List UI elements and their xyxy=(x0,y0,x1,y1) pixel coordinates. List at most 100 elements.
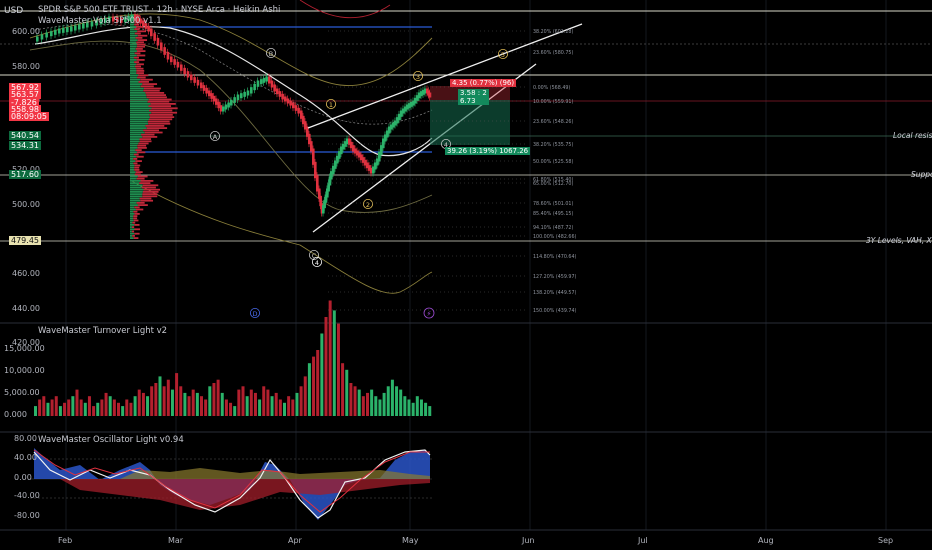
volume-profile-bar xyxy=(138,142,149,145)
indicator-vola-title[interactable]: WaveMaster Vola SP500 v1.1 xyxy=(38,16,162,26)
turnover-bar xyxy=(220,392,224,416)
fib-label: 65.00% (512.70) xyxy=(533,181,573,187)
time-tick: Feb xyxy=(58,536,73,545)
turnover-bar xyxy=(121,406,125,416)
turnover-bar xyxy=(92,406,96,416)
turnover-bar xyxy=(112,399,116,416)
turnover-bar xyxy=(241,386,245,416)
wave-label: 4 xyxy=(315,259,319,267)
fib-label: 114.80% (470.64) xyxy=(533,254,577,260)
volume-profile-bar xyxy=(133,153,139,156)
indicator-oscillator-title[interactable]: WaveMaster Oscillator Light v0.94 xyxy=(38,435,184,445)
price-tag: 540.54 xyxy=(9,131,41,140)
candle-body xyxy=(327,182,330,192)
volume-profile-bar xyxy=(136,67,144,70)
turnover-bar xyxy=(419,399,423,416)
volume-profile-bar xyxy=(130,158,134,160)
volume-profile-bar xyxy=(140,78,153,81)
turnover-bar xyxy=(370,389,374,416)
volume-profile-bar xyxy=(130,140,140,143)
turnover-bar xyxy=(390,379,394,416)
wedge-upper-line[interactable] xyxy=(307,23,583,129)
turnover-bar xyxy=(63,402,67,416)
candle-body xyxy=(163,47,166,55)
volume-profile-bar xyxy=(142,136,158,138)
wave-label-circle xyxy=(249,307,260,318)
candle-body xyxy=(390,124,393,130)
indicator-turnover-title[interactable]: WaveMaster Turnover Light v2 xyxy=(38,326,168,336)
turnover-bar xyxy=(382,392,386,416)
position-profit-zone[interactable] xyxy=(430,100,510,145)
turnover-bar xyxy=(395,386,399,416)
volume-profile-bar xyxy=(135,149,142,151)
turnover-bar xyxy=(324,317,328,416)
fib-label: 50.00% (525.58) xyxy=(533,159,573,165)
turnover-bar xyxy=(262,386,266,416)
candle-body xyxy=(356,150,359,156)
volume-profile-bar xyxy=(130,182,140,184)
volume-profile-bar xyxy=(130,193,143,195)
turnover-bar xyxy=(295,392,299,416)
volume-profile-bar xyxy=(130,50,137,52)
candle-body xyxy=(112,16,115,22)
volume-profile-bar xyxy=(130,133,142,136)
volume-profile-bar xyxy=(130,142,139,145)
turnover-histogram xyxy=(34,300,432,416)
wave-label-circle xyxy=(497,49,508,60)
wedge-lower-line[interactable] xyxy=(312,63,537,233)
volume-profile-bar xyxy=(134,32,141,35)
candlestick-series xyxy=(36,11,432,217)
volume-profile-bar xyxy=(147,120,170,123)
candle-body xyxy=(222,106,225,112)
candle-body xyxy=(292,102,295,109)
turnover-bar xyxy=(208,386,212,416)
volume-profile-bar xyxy=(130,54,137,57)
fib-label: 100.00% (482.66) xyxy=(533,234,577,240)
volume-profile-bar xyxy=(130,89,144,92)
vola-band-mid xyxy=(29,40,433,213)
volume-profile-bar xyxy=(137,39,148,41)
turnover-bar xyxy=(366,392,369,416)
candle-body xyxy=(208,90,211,97)
time-tick: Jul xyxy=(638,536,648,545)
volume-profile-bar xyxy=(135,160,142,162)
candle-body xyxy=(318,188,321,199)
symbol-title[interactable]: SPDR S&P 500 ETF TRUST · 12h · NYSE Arca… xyxy=(38,5,281,15)
turnover-bar xyxy=(71,396,75,416)
turnover-bar xyxy=(320,333,324,416)
candle-body xyxy=(127,15,130,21)
volume-profile-bar xyxy=(136,59,145,61)
candle-body xyxy=(394,120,397,126)
turnover-bar xyxy=(50,399,54,416)
turnover-bar xyxy=(332,310,336,416)
volume-profile-bar xyxy=(130,213,135,215)
lightning-icon[interactable] xyxy=(423,307,435,319)
candle-body xyxy=(336,155,339,164)
volume-profile-bar xyxy=(130,105,149,107)
candle-body xyxy=(374,162,377,170)
wave-label: D xyxy=(252,310,257,318)
wave-label-circle xyxy=(265,48,276,59)
volume-profile-bar xyxy=(130,107,152,110)
volume-profile-bar xyxy=(130,149,136,151)
candle-body xyxy=(414,97,417,104)
price-tag: 517.60 xyxy=(9,170,41,179)
turnover-bar xyxy=(312,356,316,416)
volume-profile-bar xyxy=(130,210,134,213)
candle-body xyxy=(297,107,300,114)
volume-profile-bar xyxy=(145,92,165,94)
volume-profile-bar xyxy=(130,111,152,114)
volume-profile-bar xyxy=(136,177,145,180)
candle-body xyxy=(142,20,145,27)
oscillator-tick: 0.00 xyxy=(14,473,32,482)
osc-area-yellow xyxy=(120,468,430,479)
candle-body xyxy=(219,105,223,112)
candle-body xyxy=(378,151,381,162)
volume-profile-bar xyxy=(130,39,138,41)
candle-body xyxy=(348,138,351,145)
volume-profile-bar xyxy=(148,118,173,121)
fib-label: 127.20% (459.97) xyxy=(533,274,577,280)
volume-profile-bar xyxy=(136,26,144,28)
volume-profile-bar xyxy=(143,129,160,132)
